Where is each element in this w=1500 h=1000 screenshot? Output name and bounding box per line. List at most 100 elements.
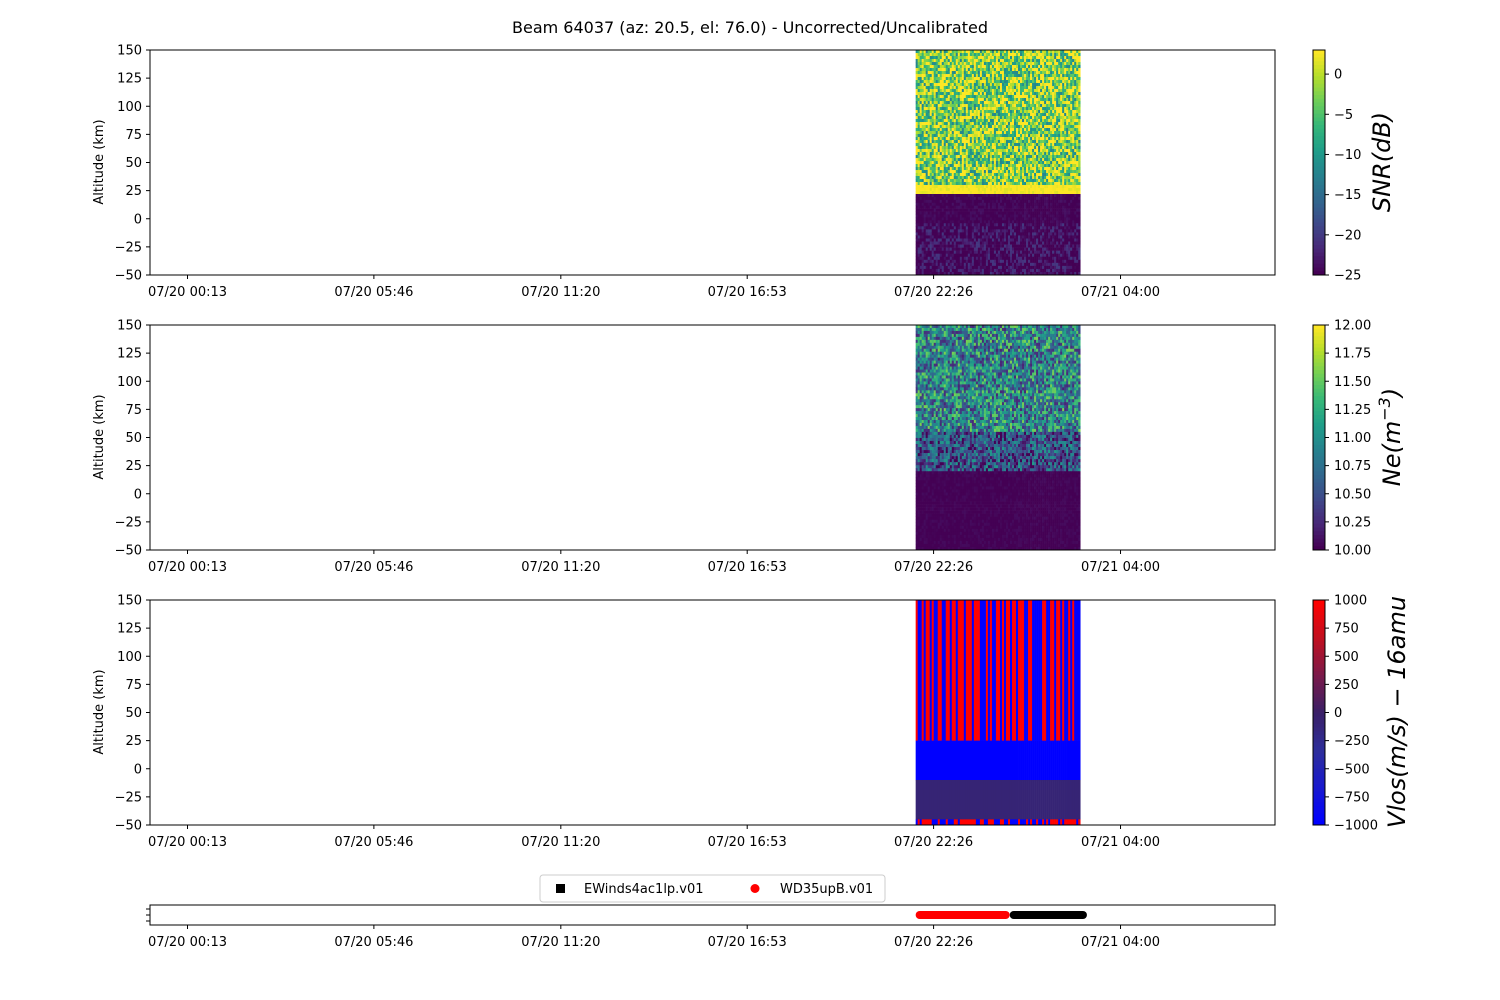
heatmap-cell bbox=[957, 50, 961, 54]
heatmap-cell bbox=[939, 155, 943, 159]
heatmap-cell bbox=[1032, 185, 1035, 189]
heatmap-cell bbox=[1028, 137, 1031, 141]
heatmap-cell bbox=[1038, 152, 1041, 156]
heatmap-cell bbox=[1078, 143, 1081, 147]
heatmap-cell bbox=[919, 182, 922, 186]
heatmap-cell bbox=[1038, 176, 1041, 180]
heatmap-cell bbox=[1005, 152, 1009, 156]
heatmap-cell bbox=[971, 95, 975, 99]
heatmap-cell bbox=[941, 229, 945, 233]
heatmap-cell bbox=[971, 146, 975, 150]
heatmap-cell bbox=[989, 155, 993, 159]
heatmap-cell bbox=[955, 211, 959, 215]
heatmap-cell bbox=[1007, 143, 1011, 147]
heatmap-cell bbox=[987, 107, 991, 111]
heatmap-cell bbox=[917, 196, 920, 201]
heatmap-cell bbox=[935, 155, 939, 159]
heatmap-cell bbox=[923, 77, 927, 81]
heatmap-cell bbox=[947, 110, 951, 114]
heatmap-cell bbox=[957, 107, 961, 111]
heatmap-cell bbox=[1042, 98, 1045, 102]
heatmap-cell bbox=[973, 185, 977, 189]
heatmap-cell bbox=[1072, 131, 1075, 135]
heatmap-cell bbox=[1022, 146, 1025, 150]
heatmap-cell bbox=[927, 226, 931, 230]
heatmap-cell bbox=[991, 89, 995, 93]
heatmap-cell bbox=[961, 68, 965, 72]
heatmap-cell bbox=[921, 217, 924, 221]
heatmap-cell bbox=[1032, 125, 1035, 129]
heatmap-cell bbox=[961, 119, 965, 123]
heatmap-cell bbox=[989, 95, 993, 99]
heatmap-cell bbox=[923, 137, 927, 141]
heatmap-cell bbox=[1078, 92, 1081, 96]
heatmap-cell bbox=[939, 188, 943, 192]
heatmap-cell bbox=[1036, 152, 1039, 156]
heatmap-cell bbox=[1070, 202, 1073, 206]
heatmap-cell bbox=[1028, 104, 1031, 108]
heatmap-cell bbox=[1044, 80, 1047, 84]
heatmap-cell bbox=[989, 62, 993, 66]
heatmap-cell bbox=[1011, 101, 1015, 105]
heatmap-cell bbox=[929, 98, 933, 102]
heatmap-cell bbox=[1068, 59, 1071, 63]
heatmap-cell bbox=[927, 122, 931, 126]
heatmap-cell bbox=[1032, 214, 1035, 218]
heatmap-cell bbox=[963, 196, 967, 201]
heatmap-cell bbox=[1060, 155, 1063, 159]
heatmap-cell bbox=[995, 217, 999, 221]
heatmap-cell bbox=[999, 173, 1003, 177]
heatmap-cell bbox=[1066, 98, 1069, 102]
heatmap-cell bbox=[921, 149, 924, 153]
heatmap-cell bbox=[1048, 50, 1051, 54]
heatmap-cell bbox=[969, 211, 973, 215]
heatmap-cell bbox=[955, 65, 959, 69]
heatmap-cell bbox=[921, 202, 924, 206]
heatmap-cell bbox=[999, 191, 1003, 195]
heatmap-cell bbox=[1005, 107, 1009, 111]
heatmap-cell bbox=[1072, 185, 1075, 189]
heatmap-cell bbox=[965, 164, 969, 168]
heatmap-cell bbox=[1026, 155, 1029, 159]
heatmap-cell bbox=[1024, 164, 1027, 168]
heatmap-cell bbox=[1048, 92, 1051, 96]
heatmap-cell bbox=[1003, 59, 1007, 63]
heatmap-cell bbox=[919, 86, 922, 90]
heatmap-cell bbox=[949, 131, 953, 135]
heatmap-cell bbox=[1001, 158, 1005, 162]
heatmap-cell bbox=[1001, 119, 1005, 123]
heatmap-cell bbox=[1038, 86, 1041, 90]
heatmap-cell bbox=[979, 131, 983, 135]
heatmap-cell bbox=[973, 83, 977, 87]
heatmap-cell bbox=[1022, 95, 1025, 99]
heatmap-cell bbox=[1058, 208, 1061, 212]
heatmap-cell bbox=[1070, 199, 1073, 204]
heatmap-cell bbox=[931, 92, 935, 96]
heatmap-cell bbox=[1026, 217, 1029, 221]
heatmap-cell bbox=[1044, 101, 1047, 105]
heatmap-cell bbox=[949, 194, 953, 198]
heatmap-cell bbox=[937, 128, 941, 132]
heatmap-cell bbox=[937, 179, 941, 183]
heatmap-cell bbox=[1011, 95, 1015, 99]
heatmap-cell bbox=[995, 116, 999, 120]
heatmap-cell bbox=[981, 68, 985, 72]
heatmap-cell bbox=[969, 134, 973, 138]
heatmap-cell bbox=[963, 86, 967, 90]
heatmap-cell bbox=[965, 196, 969, 201]
heatmap-cell bbox=[1058, 202, 1061, 206]
heatmap-cell bbox=[1056, 113, 1059, 117]
heatmap-cell bbox=[1044, 155, 1047, 159]
heatmap-cell bbox=[927, 155, 931, 159]
heatmap-cell bbox=[1046, 110, 1049, 114]
heatmap-cell bbox=[917, 161, 920, 165]
heatmap-cell bbox=[967, 65, 971, 69]
heatmap-cell bbox=[997, 146, 1001, 150]
heatmap-cell bbox=[1070, 167, 1073, 171]
heatmap-cell bbox=[961, 176, 965, 180]
heatmap-cell bbox=[971, 131, 975, 135]
heatmap-cell bbox=[923, 164, 927, 168]
heatmap-cell bbox=[1007, 65, 1011, 69]
heatmap-cell bbox=[937, 238, 941, 242]
heatmap-cell bbox=[1060, 170, 1063, 174]
